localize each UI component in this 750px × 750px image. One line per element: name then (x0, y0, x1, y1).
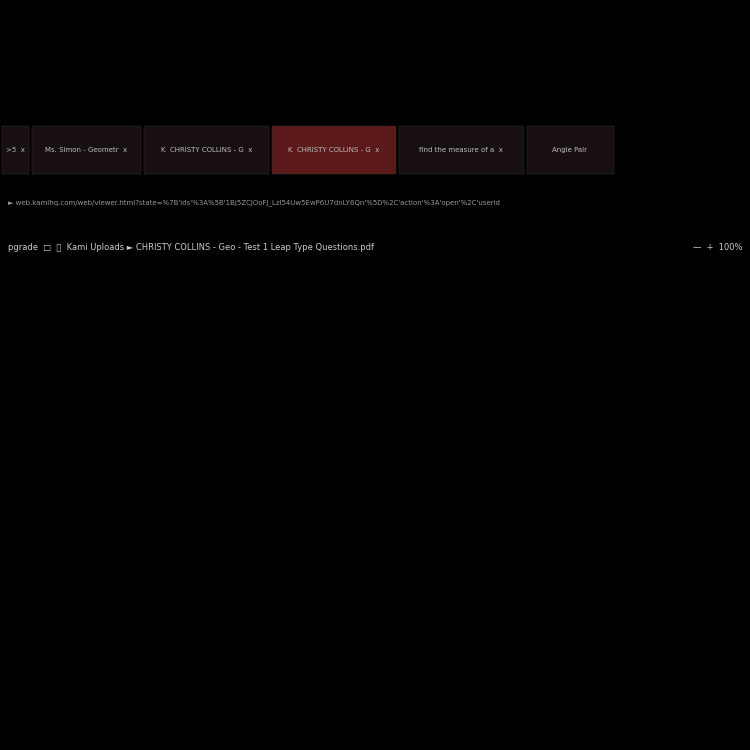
Text: (2x)°: (2x)° (388, 428, 419, 442)
FancyBboxPatch shape (399, 126, 524, 174)
Text: K  CHRISTY COLLINS - G  x: K CHRISTY COLLINS - G x (160, 147, 252, 153)
Text: C.: C. (50, 689, 64, 703)
Text: find the measure of a  x: find the measure of a x (419, 147, 503, 153)
FancyBboxPatch shape (2, 126, 28, 174)
Text: B.: B. (50, 657, 64, 671)
Text: x°: x° (339, 431, 352, 445)
Text: 23.: 23. (38, 292, 64, 306)
Text: In this diagram, two perpendicular lines and two rays intersect at point T.: In this diagram, two perpendicular lines… (65, 292, 696, 306)
Text: ► web.kamihq.com/web/viewer.html?state=%7B'ids'%3A%5B'1Bj5ZCJOoFJ_LzI54Uw5EwP6U7: ► web.kamihq.com/web/viewer.html?state=%… (8, 200, 500, 206)
FancyBboxPatch shape (272, 126, 396, 174)
Text: S: S (492, 463, 502, 477)
Text: 32°: 32° (85, 689, 109, 703)
Text: P: P (351, 342, 361, 356)
Text: 42°: 42° (392, 490, 414, 503)
Text: R: R (436, 396, 448, 410)
Text: What is the measure, in degrees, of angle QTR?: What is the measure, in degrees, of angl… (38, 595, 375, 609)
Text: —  +  100%: — + 100% (693, 243, 742, 252)
Text: T: T (364, 486, 375, 500)
Text: 24°: 24° (85, 625, 109, 639)
Text: +: + (268, 440, 281, 455)
FancyBboxPatch shape (526, 126, 614, 174)
Text: Angle Pair: Angle Pair (553, 147, 587, 153)
Text: K  CHRISTY COLLINS - G  x: K CHRISTY COLLINS - G x (288, 147, 380, 153)
Text: pgrade  □  🔍  Kami Uploads ► CHRISTY COLLINS - Geo - Test 1 Leap Type Questions.: pgrade □ 🔍 Kami Uploads ► CHRISTY COLLIN… (8, 243, 374, 252)
Text: >5  x: >5 x (5, 147, 25, 153)
Text: A.: A. (50, 625, 64, 639)
FancyBboxPatch shape (32, 126, 141, 174)
Text: 48°: 48° (85, 721, 109, 735)
Text: D.: D. (50, 721, 64, 735)
Text: Ms. Simon - Geometr  x: Ms. Simon - Geometr x (45, 147, 128, 153)
FancyBboxPatch shape (144, 126, 268, 174)
Text: 28°: 28° (85, 657, 109, 671)
Text: Q: Q (388, 365, 400, 379)
